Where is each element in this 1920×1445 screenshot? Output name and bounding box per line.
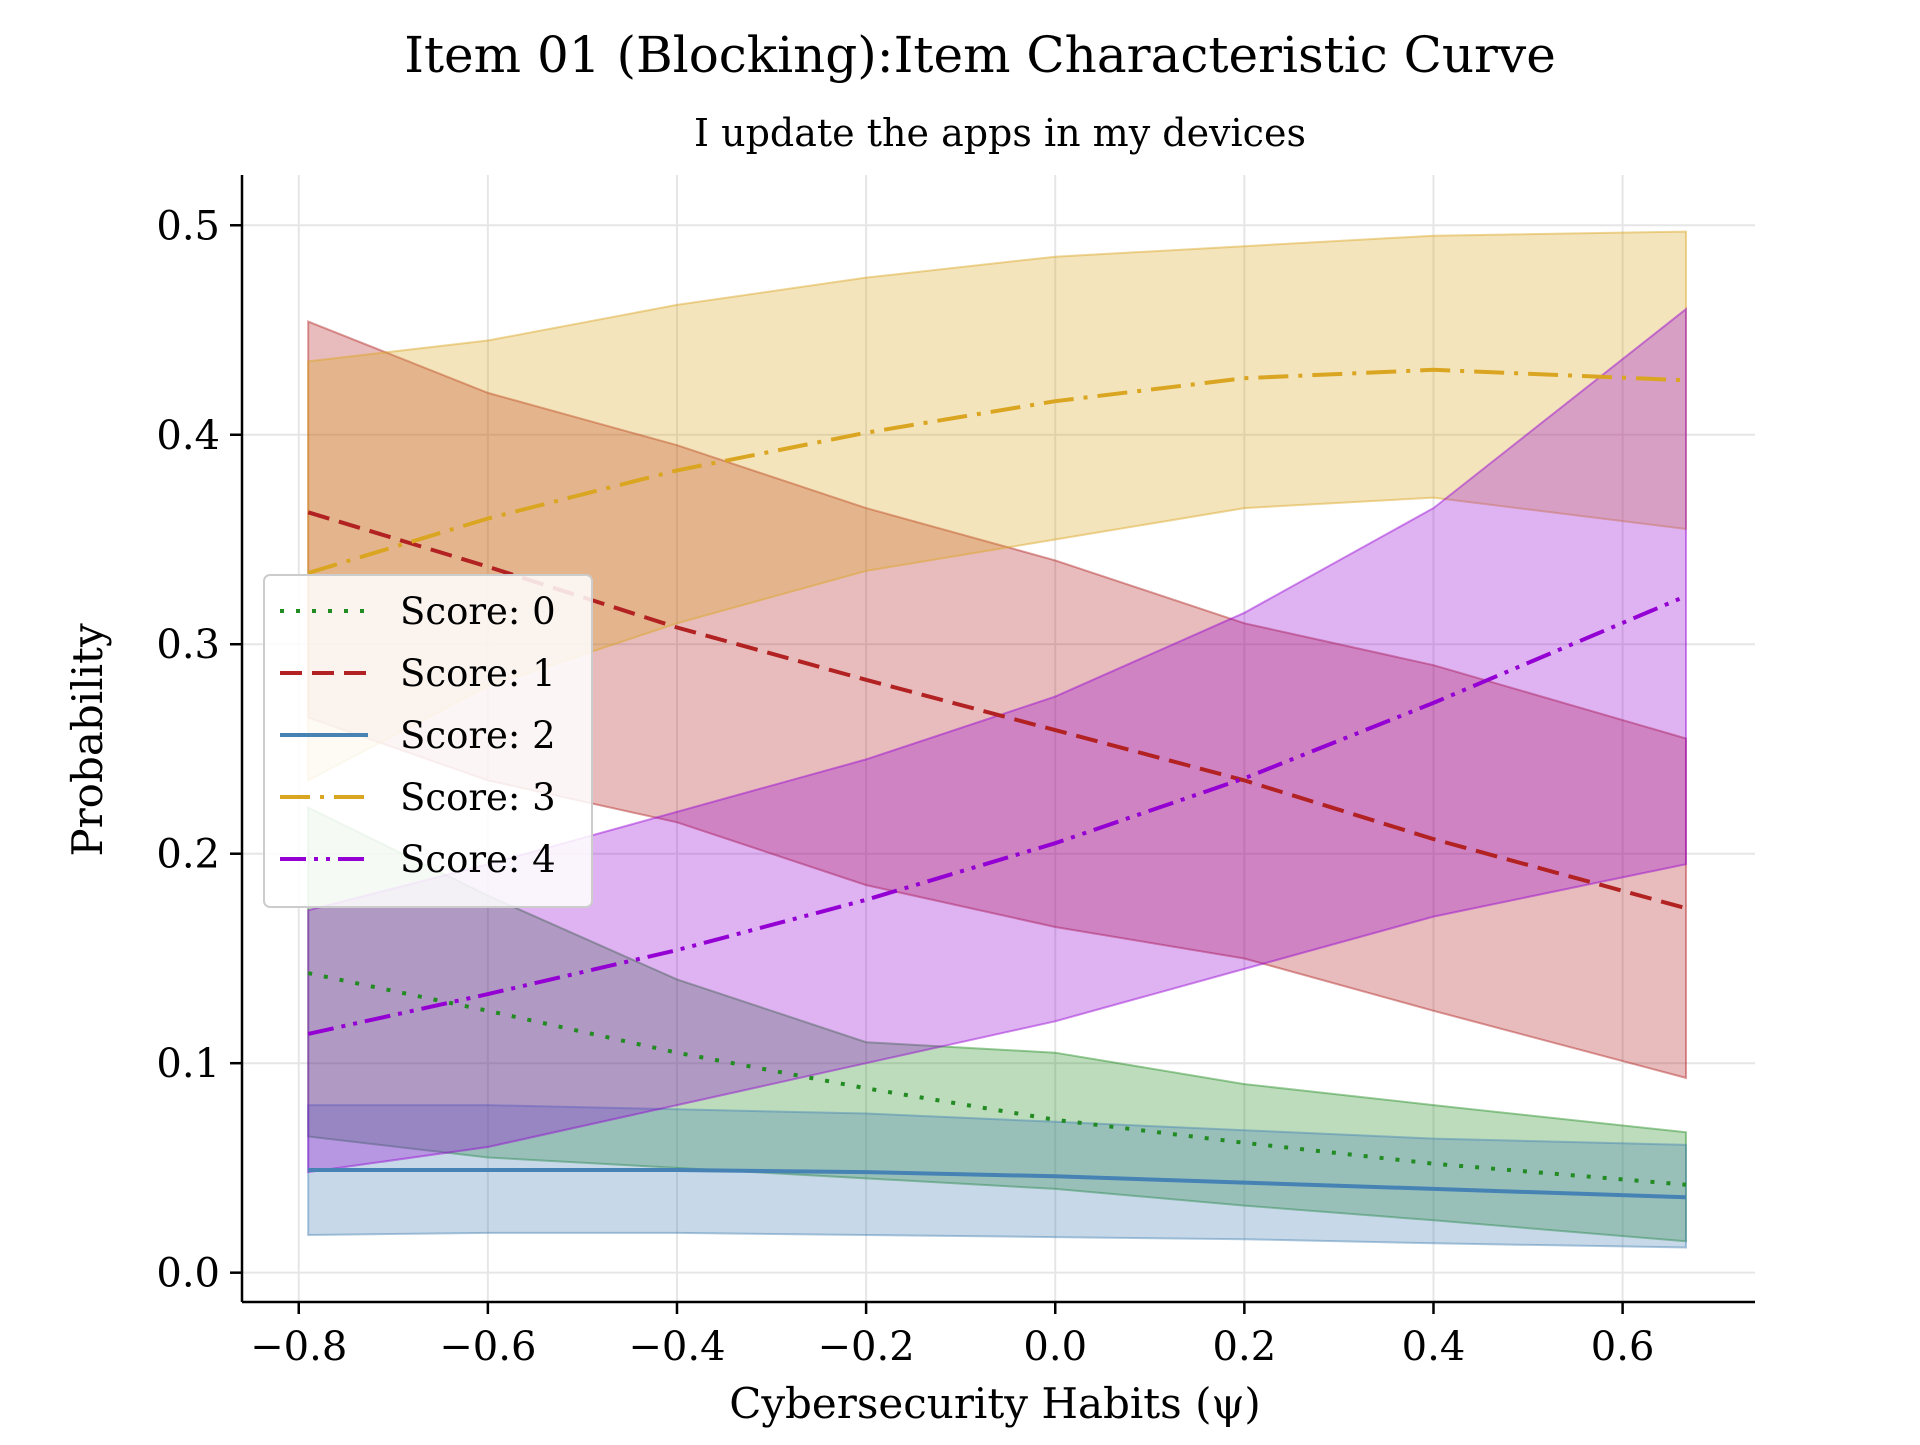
y-axis-label: Probability	[63, 623, 112, 857]
y-tick-label: 0.5	[156, 203, 220, 249]
legend-label-score-4: Score: 4	[400, 838, 556, 881]
x-tick-label: 0.4	[1402, 1324, 1466, 1370]
y-tick-label: 0.1	[156, 1041, 220, 1087]
x-axis-label: Cybersecurity Habits (ψ)	[729, 1379, 1261, 1428]
chart-title: Item 01 (Blocking):Item Characteristic C…	[404, 26, 1556, 84]
series-lines	[307, 367, 1687, 1200]
axes	[240, 175, 1755, 1304]
series-line-score-4	[307, 594, 1687, 1036]
series-line-score-3	[307, 367, 1687, 575]
legend-label-score-0: Score: 0	[400, 590, 556, 633]
series-line-score-2	[308, 1168, 1687, 1200]
x-tick-label: −0.4	[628, 1324, 725, 1370]
x-tick-label: 0.2	[1213, 1324, 1277, 1370]
legend: Score: 0 Score: 1 Score: 2 Score: 3 Score: 4	[263, 574, 593, 908]
confidence-band-score-3	[307, 230, 1687, 783]
tick-labels: −0.8 −0.6 −0.4 −0.2 0.0 0.2 0.4 0.6 0.0 0.1 0.2 0.3…	[156, 203, 1654, 1370]
y-tick-label: 0.2	[156, 832, 220, 878]
y-tick-label: 0.4	[156, 413, 220, 459]
legend-label-score-1: Score: 1	[400, 652, 556, 695]
x-tick-label: −0.6	[439, 1324, 536, 1370]
confidence-band-score-1	[307, 320, 1687, 1080]
x-tick-label: −0.2	[818, 1324, 915, 1370]
legend-label-score-3: Score: 3	[400, 776, 556, 819]
y-tick-label: 0.3	[156, 622, 220, 668]
x-tick-label: 0.6	[1591, 1324, 1655, 1370]
x-tick-label: −0.8	[250, 1324, 347, 1370]
y-tick-label: 0.0	[156, 1251, 220, 1297]
legend-box	[263, 574, 593, 908]
x-tick-label: 0.0	[1023, 1324, 1087, 1370]
confidence-band-score-0	[307, 805, 1687, 1243]
chart-subtitle: I update the apps in my devices	[694, 111, 1306, 155]
series-line-score-1	[307, 510, 1687, 911]
legend-label-score-2: Score: 2	[400, 714, 556, 757]
